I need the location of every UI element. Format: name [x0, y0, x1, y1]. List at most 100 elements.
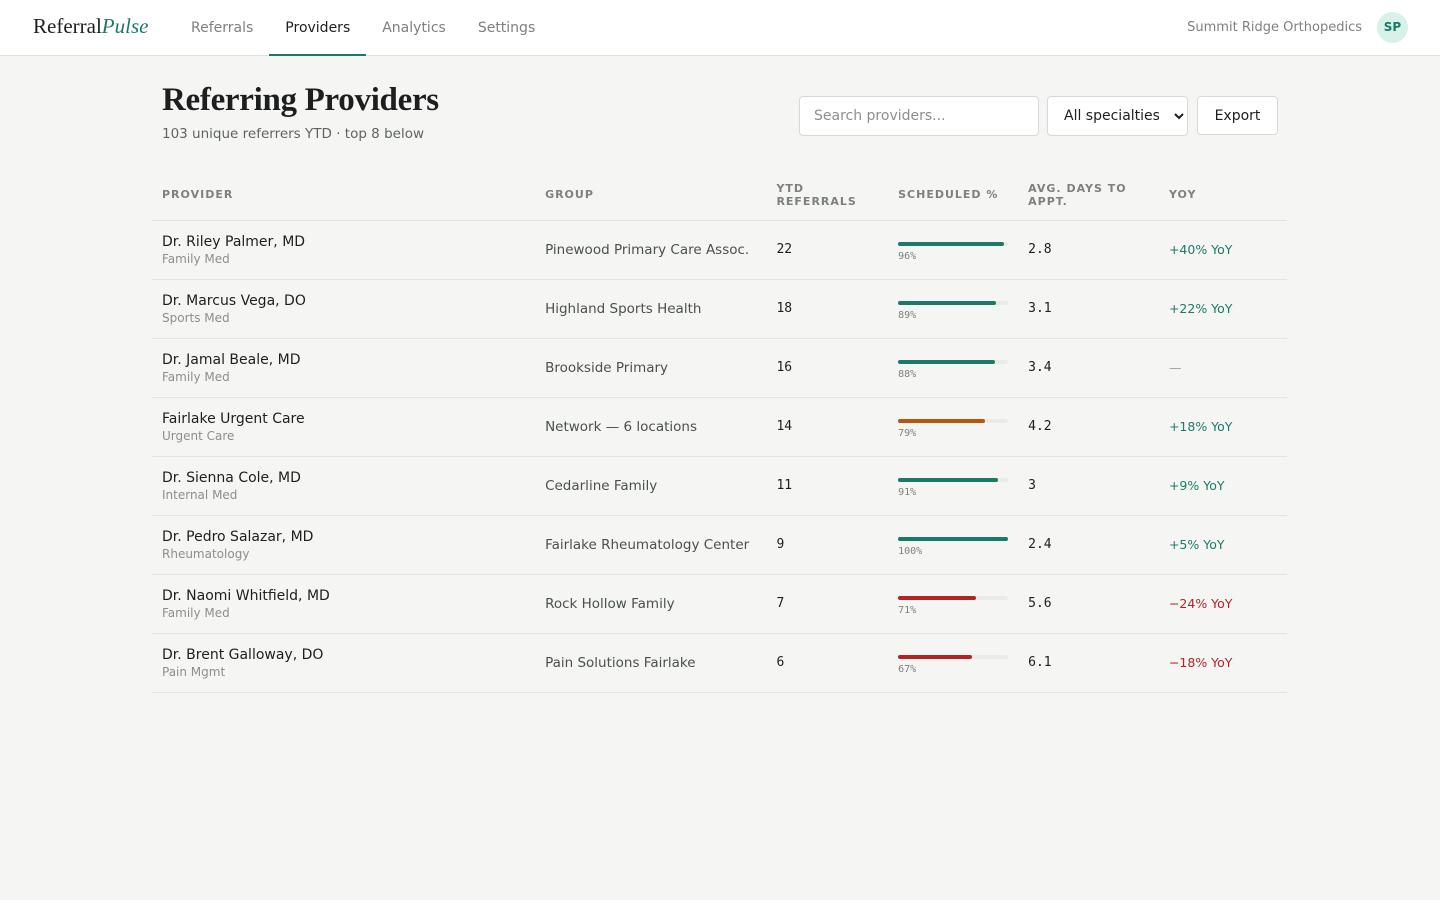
scheduled-cell: 71%: [888, 574, 1019, 634]
yoy-change: +22% YoY: [1158, 279, 1287, 339]
avg-days: 3: [1018, 456, 1159, 516]
header-row: PROVIDER GROUP YTD REFERRALS SCHEDULED % AVG…: [152, 170, 1287, 221]
org-name: Summit Ridge Orthopedics: [1187, 20, 1362, 35]
page-title: Referring Providers: [162, 82, 439, 118]
search-input[interactable]: [799, 96, 1039, 136]
provider-row[interactable]: Dr. Marcus Vega, DO Sports Med Highland Sp…: [152, 279, 1287, 339]
yoy-change: —: [1158, 338, 1287, 398]
bar-track: [898, 418, 1009, 423]
ytd-referrals: 16: [766, 338, 889, 398]
bar-track: [898, 595, 1009, 600]
scheduled-label: 96%: [898, 250, 917, 262]
provider-name: Dr. Pedro Salazar, MD: [162, 528, 314, 545]
bar-track: [898, 477, 1009, 482]
provider-specialty: Rheumatology: [162, 546, 250, 561]
provider-row[interactable]: Dr. Riley Palmer, MD Family Med Pinewood P…: [152, 220, 1287, 280]
providers-table: PROVIDER GROUP YTD REFERRALS SCHEDULED % AVG…: [152, 170, 1287, 693]
export-button[interactable]: Export: [1197, 96, 1278, 135]
logo-main: Referral: [33, 14, 102, 38]
provider-cell: Dr. Naomi Whitfield, MD Family Med: [152, 574, 536, 634]
scheduled-label: 88%: [898, 368, 917, 380]
avg-days: 2.4: [1018, 515, 1159, 575]
logo[interactable]: ReferralPulse: [33, 14, 148, 39]
scheduled-bar: [898, 359, 995, 364]
provider-specialty: Internal Med: [162, 487, 238, 502]
bar-track: [898, 241, 1009, 246]
yoy-change: +9% YoY: [1158, 456, 1287, 516]
yoy-change: +40% YoY: [1158, 220, 1287, 280]
provider-row[interactable]: Dr. Pedro Salazar, MD Rheumatology Fairlak…: [152, 515, 1287, 575]
ytd-referrals: 6: [766, 633, 889, 693]
scheduled-cell: 96%: [888, 220, 1019, 280]
group-cell: Network — 6 locations: [535, 397, 767, 457]
column-header: PROVIDER: [152, 170, 536, 221]
scheduled-bar: [898, 536, 1009, 541]
scheduled-bar: [898, 595, 977, 600]
ytd-referrals: 14: [766, 397, 889, 457]
group-cell: Pinewood Primary Care Assoc.: [535, 220, 767, 280]
ytd-referrals: 9: [766, 515, 889, 575]
provider-cell: Dr. Sienna Cole, MD Internal Med: [152, 456, 536, 516]
avg-days: 3.1: [1018, 279, 1159, 339]
scheduled-bar: [898, 300, 997, 305]
column-header: YTD REFERRALS: [766, 170, 889, 221]
nav-tab-active[interactable]: Providers: [269, 0, 367, 56]
avg-days: 3.4: [1018, 338, 1159, 398]
avg-days: 6.1: [1018, 633, 1159, 693]
provider-row[interactable]: Dr. Sienna Cole, MD Internal Med Cedarline…: [152, 456, 1287, 516]
provider-name: Dr. Marcus Vega, DO: [162, 292, 306, 309]
provider-name: Dr. Naomi Whitfield, MD: [162, 587, 330, 604]
provider-row[interactable]: Fairlake Urgent Care Urgent Care Network —…: [152, 397, 1287, 457]
bar-track: [898, 359, 1009, 364]
provider-cell: Dr. Riley Palmer, MD Family Med: [152, 220, 536, 280]
provider-row[interactable]: Dr. Naomi Whitfield, MD Family Med Rock Ho…: [152, 574, 1287, 634]
scheduled-label: 100%: [898, 545, 923, 557]
group-cell: Cedarline Family: [535, 456, 767, 516]
provider-specialty: Family Med: [162, 605, 230, 620]
table-body: Dr. Riley Palmer, MD Family Med Pinewood P…: [152, 220, 1287, 693]
provider-specialty: Family Med: [162, 369, 230, 384]
scheduled-label: 71%: [898, 604, 917, 616]
provider-cell: Fairlake Urgent Care Urgent Care: [152, 397, 536, 457]
column-header: SCHEDULED %: [888, 170, 1019, 221]
nav-tab[interactable]: Referrals: [191, 20, 254, 36]
provider-name: Fairlake Urgent Care: [162, 410, 305, 427]
ytd-referrals: 11: [766, 456, 889, 516]
group-cell: Pain Solutions Fairlake: [535, 633, 767, 693]
yoy-change: +5% YoY: [1158, 515, 1287, 575]
yoy-change: +18% YoY: [1158, 397, 1287, 457]
scheduled-cell: 88%: [888, 338, 1019, 398]
scheduled-label: 91%: [898, 486, 917, 498]
bar-track: [898, 536, 1009, 541]
provider-cell: Dr. Brent Galloway, DO Pain Mgmt: [152, 633, 536, 693]
provider-name: Dr. Sienna Cole, MD: [162, 469, 301, 486]
logo-accent: Pulse: [101, 14, 149, 38]
nav: Referrals Providers Analytics Settings: [175, 0, 551, 56]
scheduled-label: 67%: [898, 663, 917, 675]
nav-tab[interactable]: Settings: [477, 20, 536, 36]
specialty-filter[interactable]: All specialties: [1047, 96, 1188, 136]
scheduled-cell: 100%: [888, 515, 1019, 575]
group-cell: Highland Sports Health: [535, 279, 767, 339]
avatar[interactable]: SP: [1377, 12, 1408, 43]
provider-specialty: Family Med: [162, 251, 230, 266]
scheduled-bar: [898, 241, 1004, 246]
scheduled-cell: 91%: [888, 456, 1019, 516]
provider-cell: Dr. Jamal Beale, MD Family Med: [152, 338, 536, 398]
bar-track: [898, 654, 1009, 659]
provider-name: Dr. Jamal Beale, MD: [162, 351, 301, 368]
provider-specialty: Sports Med: [162, 310, 230, 325]
avg-days: 4.2: [1018, 397, 1159, 457]
avg-days: 5.6: [1018, 574, 1159, 634]
yoy-change: −24% YoY: [1158, 574, 1287, 634]
ytd-referrals: 7: [766, 574, 889, 634]
group-cell: Fairlake Rheumatology Center: [535, 515, 767, 575]
yoy-change: −18% YoY: [1158, 633, 1287, 693]
scheduled-bar: [898, 654, 972, 659]
provider-row[interactable]: Dr. Brent Galloway, DO Pain Mgmt Pain Solu…: [152, 633, 1287, 693]
nav-tab[interactable]: Analytics: [382, 20, 446, 36]
provider-row[interactable]: Dr. Jamal Beale, MD Family Med Brookside P…: [152, 338, 1287, 398]
scheduled-bar: [898, 418, 986, 423]
group-cell: Rock Hollow Family: [535, 574, 767, 634]
